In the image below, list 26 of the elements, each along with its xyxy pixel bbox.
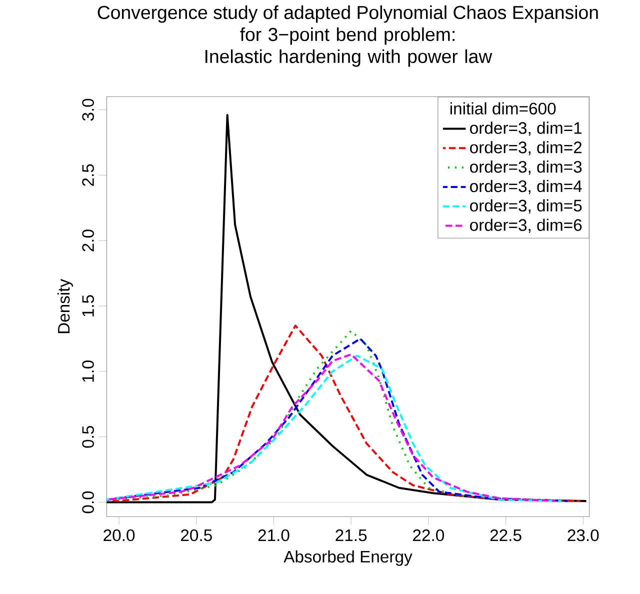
y-tick-label: 1.5 — [82, 295, 94, 316]
y-tick-label: 0.5 — [82, 426, 94, 448]
legend-label: order=3, dim=2 — [470, 141, 582, 156]
y-axis-title: Density — [57, 278, 73, 334]
legend-label: order=3, dim=3 — [470, 160, 582, 175]
y-tick-label: 3.0 — [82, 98, 94, 121]
y-tick-label: 2.0 — [82, 230, 94, 252]
y-tick-label: 2.5 — [82, 164, 94, 186]
legend-title: initial dim=600 — [450, 102, 556, 115]
x-tick-label: 20.5 — [181, 529, 212, 542]
legend-label: order=3, dim=6 — [470, 218, 582, 233]
legend-label: order=3, dim=4 — [470, 180, 582, 194]
line-series — [106, 114, 588, 504]
x-tick-label: 23.0 — [568, 529, 599, 542]
chart-title: Convergence study of adapted Polynomial Chaos Expansion — [98, 5, 598, 23]
x-tick-label: 22.5 — [490, 529, 522, 542]
legend-label: order=3, dim=1 — [470, 122, 582, 136]
x-tick-label: 21.0 — [258, 529, 290, 542]
legend-label: order=3, dim=5 — [470, 199, 582, 214]
x-tick-label: 21.5 — [336, 529, 367, 542]
x-tick-label: 20.0 — [104, 529, 135, 542]
y-tick-label: 1.0 — [82, 360, 94, 382]
chart-subtitle: for 3−point bend problem: Inelastic hardening with power law — [205, 27, 492, 67]
y-tick-label: 0.0 — [82, 491, 94, 514]
x-tick-label: 22.0 — [413, 529, 444, 542]
x-axis-title: Absorbed Energy — [284, 550, 412, 566]
